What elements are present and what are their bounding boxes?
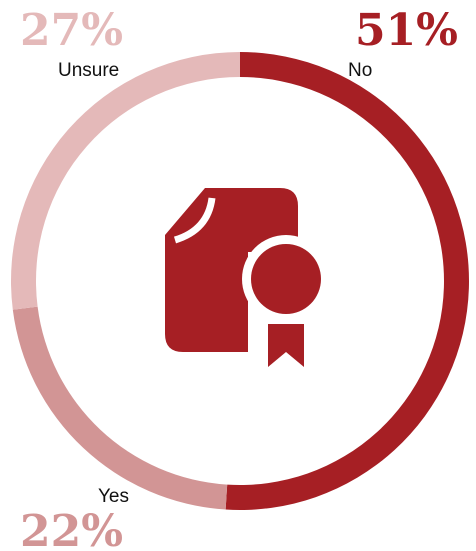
slice-label-no: No [348,60,372,81]
slice-percent-unsure: 27% [20,5,123,56]
slice-percent-no: 51% [355,5,458,56]
certificate-icon [165,188,330,372]
donut-slice-unsure [10,52,240,310]
slice-percent-yes: 22% [20,506,123,551]
slice-label-unsure: Unsure [58,60,119,81]
donut-slices [10,52,470,510]
slice-label-yes: Yes [98,486,129,507]
donut-slice-yes [12,306,228,510]
